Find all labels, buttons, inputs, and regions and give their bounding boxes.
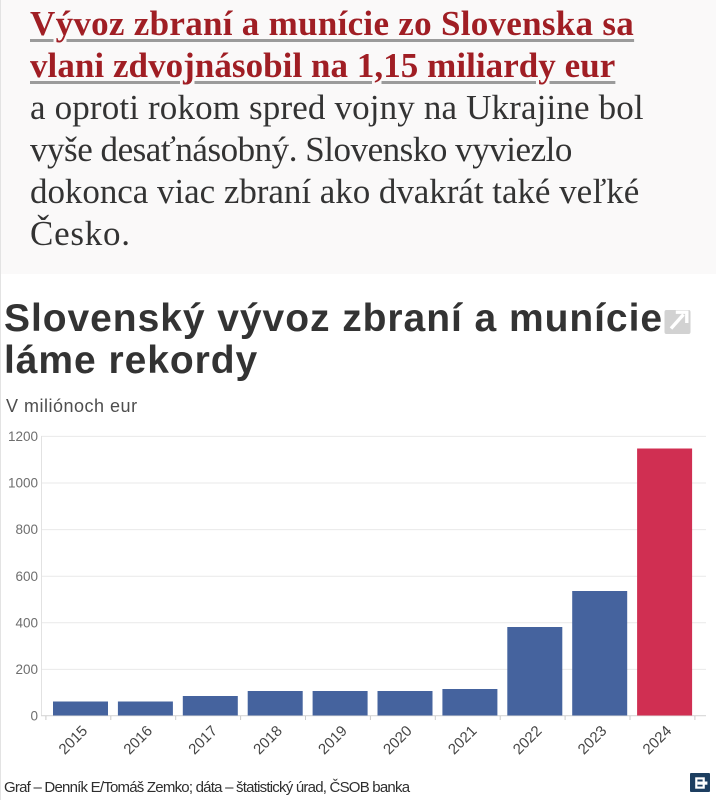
svg-text:200: 200 [15, 662, 38, 677]
svg-text:2022: 2022 [510, 723, 546, 759]
svg-text:2020: 2020 [380, 723, 416, 759]
svg-text:1000: 1000 [8, 476, 38, 491]
svg-text:2023: 2023 [575, 723, 611, 759]
svg-text:2015: 2015 [56, 723, 92, 759]
svg-text:2024: 2024 [640, 723, 676, 759]
svg-text:0: 0 [30, 709, 38, 724]
svg-text:2019: 2019 [315, 723, 351, 759]
svg-text:1200: 1200 [8, 429, 38, 444]
svg-text:2021: 2021 [445, 723, 481, 759]
svg-text:2018: 2018 [250, 723, 286, 759]
svg-text:600: 600 [15, 569, 38, 584]
svg-text:2017: 2017 [185, 723, 221, 759]
svg-text:800: 800 [15, 522, 38, 537]
svg-text:400: 400 [15, 615, 38, 630]
svg-text:2016: 2016 [120, 723, 156, 759]
